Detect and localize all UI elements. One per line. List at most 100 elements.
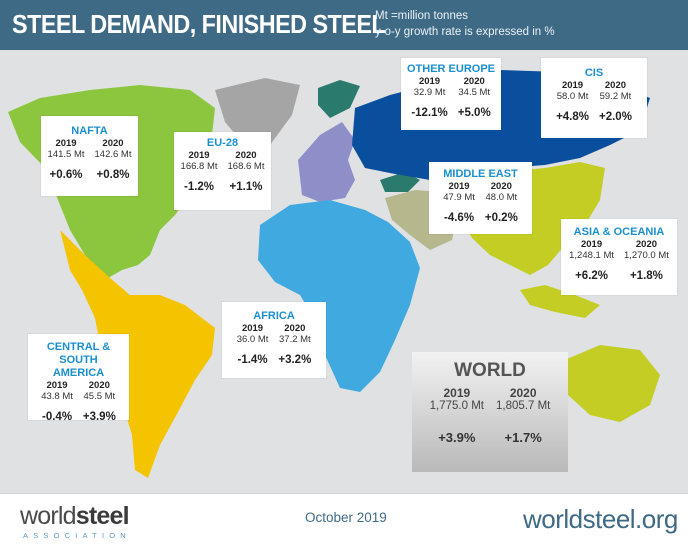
card-other-europe: OTHER EUROPE 2019 2020 32.9 Mt 34.5 Mt -12… (401, 58, 501, 130)
year-2: 2020 (635, 239, 658, 250)
value-1: 32.9 Mt (413, 87, 446, 98)
region-stats: 2019 2020 32.9 Mt 34.5 Mt -12.1% +5.0% (406, 76, 495, 119)
region-name-line-1: CENTRAL & SOUTH (46, 341, 111, 366)
year-2: 2020 (604, 80, 627, 91)
growth-2: +0.8% (96, 169, 130, 181)
year-1: 2019 (443, 386, 471, 400)
growth-1: +0.6% (49, 169, 83, 181)
year-1: 2019 (580, 239, 603, 250)
region-stats: 2019 2020 47.9 Mt 48.0 Mt -4.6% +0.2% (438, 181, 523, 224)
year-2: 2020 (284, 323, 306, 334)
greenland-shape (215, 78, 300, 158)
card-cis: CIS 2019 2020 58.0 Mt 59.2 Mt +4.8% +2.0% (541, 58, 647, 138)
card-eu28: EU-28 2019 2020 166.8 Mt 168.6 Mt -1.2% +1.… (174, 132, 271, 210)
year-2: 2020 (490, 181, 512, 192)
growth-1: -1.2% (183, 181, 215, 193)
logo-text-steel: steel (75, 502, 130, 530)
growth-1: -4.6% (444, 212, 475, 224)
region-name: NAFTA (71, 125, 108, 137)
growth-1: -0.4% (42, 411, 73, 423)
region-csa-shape (60, 230, 215, 478)
region-oceania-shape (560, 345, 660, 422)
year-1: 2019 (55, 138, 77, 149)
region-africa-shape (258, 200, 420, 392)
card-middle-east: MIDDLE EAST 2019 2020 47.9 Mt 48.0 Mt -4.6… (429, 162, 532, 234)
value-1: 36.0 Mt (236, 334, 269, 345)
region-eu28-shape (298, 122, 355, 202)
region-other-europe-shape-2 (380, 172, 420, 192)
growth-2: +0.2% (484, 212, 518, 224)
year-1: 2019 (188, 150, 210, 161)
region-name: MIDDLE EAST (443, 168, 518, 180)
year-2: 2020 (509, 386, 537, 400)
growth-1: -12.1% (411, 107, 448, 119)
region-islands-shape (520, 285, 600, 318)
region-stats: 2019 2020 43.8 Mt 45.5 Mt -0.4% +3.9% (36, 380, 121, 423)
growth-2: +1.7% (504, 430, 542, 445)
logo-subtitle: ASSOCIATION (23, 531, 131, 540)
publication-date: October 2019 (305, 510, 387, 525)
world-name: WORLD (454, 360, 526, 381)
region-other-europe-shape (318, 80, 360, 118)
year-1: 2019 (448, 181, 470, 192)
units-line-2: y-o-y growth rate is expressed in % (375, 26, 555, 38)
world-stats: 2019 2020 1,775.0 Mt 1,805.7 Mt +3.9% +1.7% (424, 386, 557, 445)
year-2: 2020 (235, 150, 257, 161)
value-2: 34.5 Mt (458, 87, 491, 98)
growth-2: +5.0% (457, 107, 491, 119)
worldsteel-logo: worldsteel (20, 502, 130, 531)
value-2: 1,270.0 Mt (624, 250, 669, 261)
region-name-line-2: AMERICA (52, 367, 105, 379)
region-name: OTHER EUROPE (406, 63, 495, 75)
value-2: 1,805.7 Mt (496, 400, 551, 412)
value-1: 1,248.1 Mt (569, 250, 614, 261)
region-name: ASIA & OCEANIA (573, 226, 665, 238)
year-2: 2020 (102, 138, 124, 149)
region-stats: 2019 2020 141.5 Mt 142.6 Mt +0.6% +0.8% (43, 138, 137, 181)
units-line-1: Mt =million tonnes (375, 10, 468, 22)
card-nafta: NAFTA 2019 2020 141.5 Mt 142.6 Mt +0.6% +0.… (41, 116, 138, 196)
value-1: 166.8 Mt (180, 161, 218, 172)
year-1: 2019 (241, 323, 264, 334)
growth-2: +3.9% (82, 411, 116, 423)
growth-1: +4.8% (556, 111, 589, 123)
value-1: 43.8 Mt (41, 391, 73, 402)
growth-2: +1.8% (629, 270, 663, 282)
value-1: 47.9 Mt (443, 192, 475, 203)
value-2: 37.2 Mt (279, 334, 311, 345)
growth-1: -1.4% (237, 354, 268, 366)
card-world: WORLD 2019 2020 1,775.0 Mt 1,805.7 Mt +3.9… (412, 352, 568, 472)
website-link[interactable]: worldsteel.org (523, 504, 678, 534)
year-2: 2020 (88, 380, 110, 391)
value-1: 141.5 Mt (47, 149, 85, 160)
region-name: CIS (584, 67, 604, 79)
year-1: 2019 (561, 80, 584, 91)
value-2: 168.6 Mt (227, 161, 265, 172)
year-1: 2019 (46, 380, 68, 391)
value-2: 45.5 Mt (83, 391, 116, 402)
region-stats: 2019 2020 36.0 Mt 37.2 Mt -1.4% +3.2% (232, 323, 317, 366)
year-1: 2019 (418, 76, 441, 87)
growth-2: +2.0% (599, 111, 632, 123)
card-central-south-america: CENTRAL & SOUTH AMERICA 2019 2020 43.8 Mt… (28, 334, 129, 423)
growth-2: +3.2% (278, 354, 312, 366)
growth-1: +6.2% (575, 270, 609, 282)
region-stats: 2019 2020 1,248.1 Mt 1,270.0 Mt +6.2% +1.8% (564, 239, 674, 282)
footer: worldsteel ASSOCIATION October 2019 worl… (0, 493, 688, 546)
year-2: 2020 (463, 76, 485, 87)
value-2: 59.2 Mt (599, 91, 632, 102)
logo-text-world: world (20, 502, 77, 530)
value-2: 48.0 Mt (485, 192, 518, 203)
region-name: AFRICA (253, 310, 295, 322)
region-stats: 2019 2020 166.8 Mt 168.6 Mt -1.2% +1.1% (176, 150, 270, 193)
growth-1: +3.9% (438, 430, 476, 445)
growth-2: +1.1% (229, 181, 263, 193)
value-2: 142.6 Mt (94, 149, 132, 160)
value-1: 58.0 Mt (556, 91, 589, 102)
region-stats: 2019 2020 58.0 Mt 59.2 Mt +4.8% +2.0% (551, 80, 637, 123)
card-asia-oceania: ASIA & OCEANIA 2019 2020 1,248.1 Mt 1,270.… (561, 219, 677, 295)
region-name: EU-28 (206, 137, 239, 149)
units-note: Mt =million tonnes y-o-y growth rate is … (375, 8, 555, 40)
card-africa: AFRICA 2019 2020 36.0 Mt 37.2 Mt -1.4% +3.2… (222, 302, 326, 378)
page-title: STEEL DEMAND, FINISHED STEEL (12, 9, 386, 39)
